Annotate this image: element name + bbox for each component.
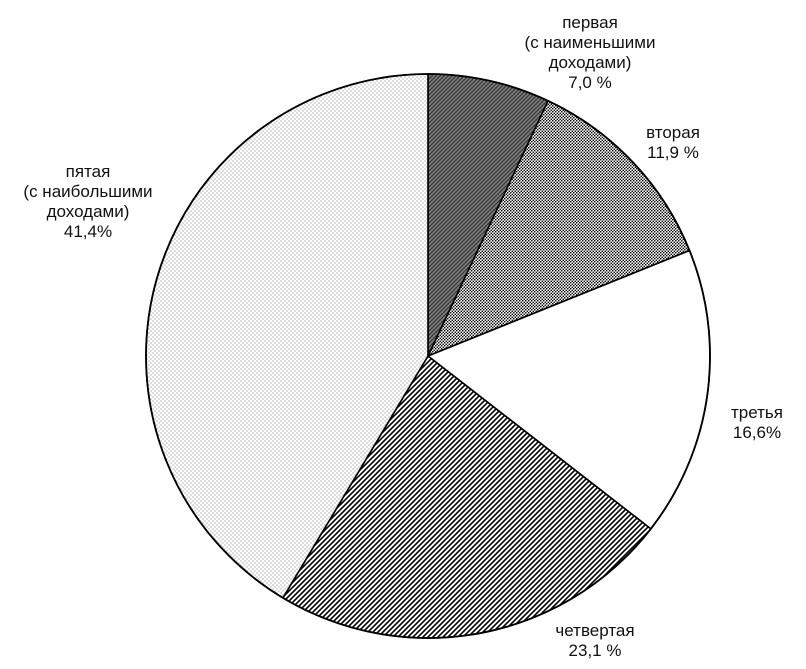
- pie-slice-label-5-line-3: доходами): [47, 202, 130, 221]
- pie-slice-label-2-line-1: вторая: [646, 123, 700, 142]
- pie-slice-label-1-line-1: первая: [562, 13, 618, 32]
- pie-slices-group: [145, 73, 711, 639]
- pie-slice-label-5-line-1: пятая: [66, 162, 111, 181]
- pie-slice-label-1: первая (с наименьшими доходами) 7,0 %: [525, 13, 656, 92]
- pie-slice-label-2: вторая 11,9 %: [646, 123, 700, 162]
- pie-slice-label-2-line-2: 11,9 %: [647, 143, 699, 162]
- pie-slice-label-1-line-3: доходами): [549, 53, 632, 72]
- pie-slice-label-5-line-2: (с наибольшими: [23, 182, 152, 201]
- pie-slice-label-1-line-4: 7,0 %: [568, 73, 611, 92]
- pie-slice-label-3: третья 16,6%: [731, 403, 783, 442]
- pie-slice-label-4-line-1: четвертая: [555, 621, 634, 640]
- pie-slice-label-4-line-2: 23,1 %: [569, 641, 622, 660]
- pie-slice-label-5: пятая (с наибольшими доходами) 41,4%: [23, 162, 152, 241]
- pie-slice-label-3-line-1: третья: [731, 403, 783, 422]
- pie-slice-label-3-line-2: 16,6%: [733, 423, 781, 442]
- pie-outline: [145, 73, 711, 639]
- pie-slice-label-4: четвертая 23,1 %: [555, 621, 634, 660]
- pie-slice-label-1-line-2: (с наименьшими: [525, 33, 656, 52]
- pie-labels-group: первая (с наименьшими доходами) 7,0 %вторая…: [23, 13, 783, 660]
- pie-slice-label-5-line-4: 41,4%: [64, 222, 112, 241]
